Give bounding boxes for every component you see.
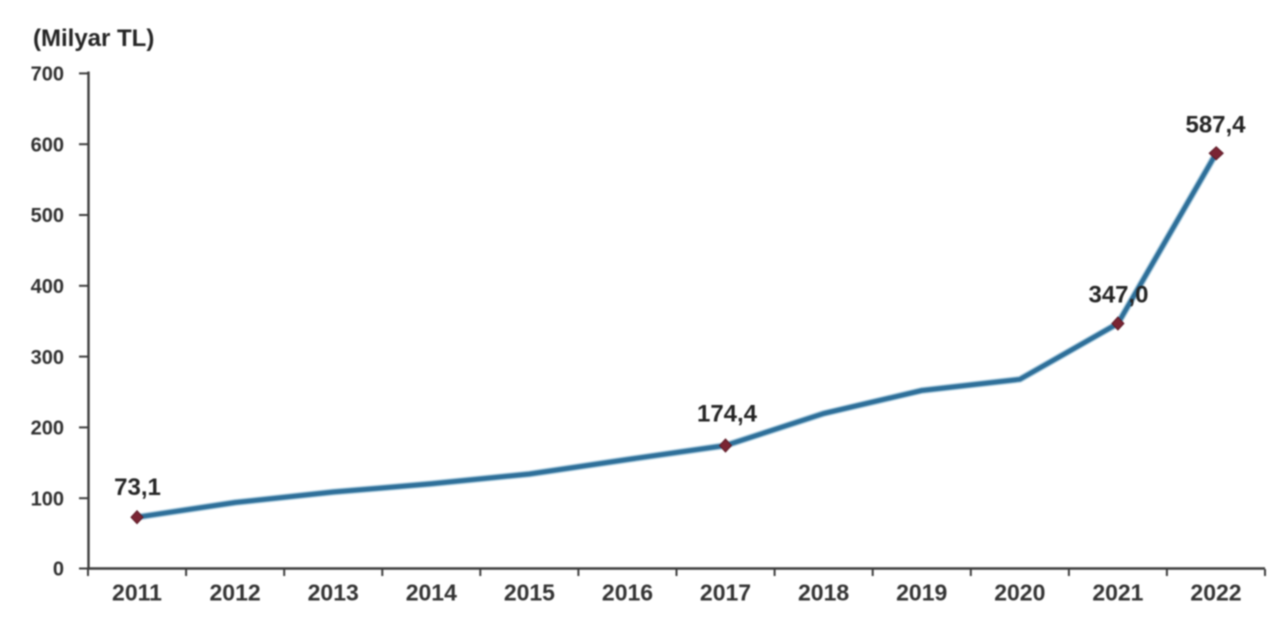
svg-text:0: 0	[53, 559, 64, 581]
svg-text:700: 700	[31, 64, 64, 86]
svg-text:174,4: 174,4	[697, 401, 758, 428]
svg-text:2015: 2015	[504, 580, 555, 606]
svg-text:2011: 2011	[112, 580, 162, 606]
svg-text:2019: 2019	[896, 580, 947, 606]
svg-text:2014: 2014	[406, 580, 457, 606]
svg-text:400: 400	[31, 276, 64, 298]
svg-text:100: 100	[31, 488, 64, 510]
svg-text:(Milyar TL): (Milyar TL)	[33, 25, 154, 52]
svg-text:2016: 2016	[602, 580, 653, 606]
svg-text:500: 500	[31, 205, 64, 227]
svg-text:300: 300	[31, 347, 64, 369]
svg-text:347,0: 347,0	[1088, 282, 1148, 309]
svg-text:2021: 2021	[1092, 580, 1143, 606]
svg-text:600: 600	[31, 134, 64, 156]
svg-text:2018: 2018	[798, 580, 849, 606]
svg-text:2017: 2017	[700, 580, 751, 606]
svg-text:2022: 2022	[1190, 580, 1241, 606]
svg-text:2020: 2020	[994, 580, 1045, 606]
svg-text:587,4: 587,4	[1185, 111, 1246, 138]
svg-text:200: 200	[31, 418, 64, 440]
svg-text:2012: 2012	[210, 580, 261, 606]
svg-text:73,1: 73,1	[114, 474, 161, 501]
svg-text:2013: 2013	[308, 580, 359, 606]
